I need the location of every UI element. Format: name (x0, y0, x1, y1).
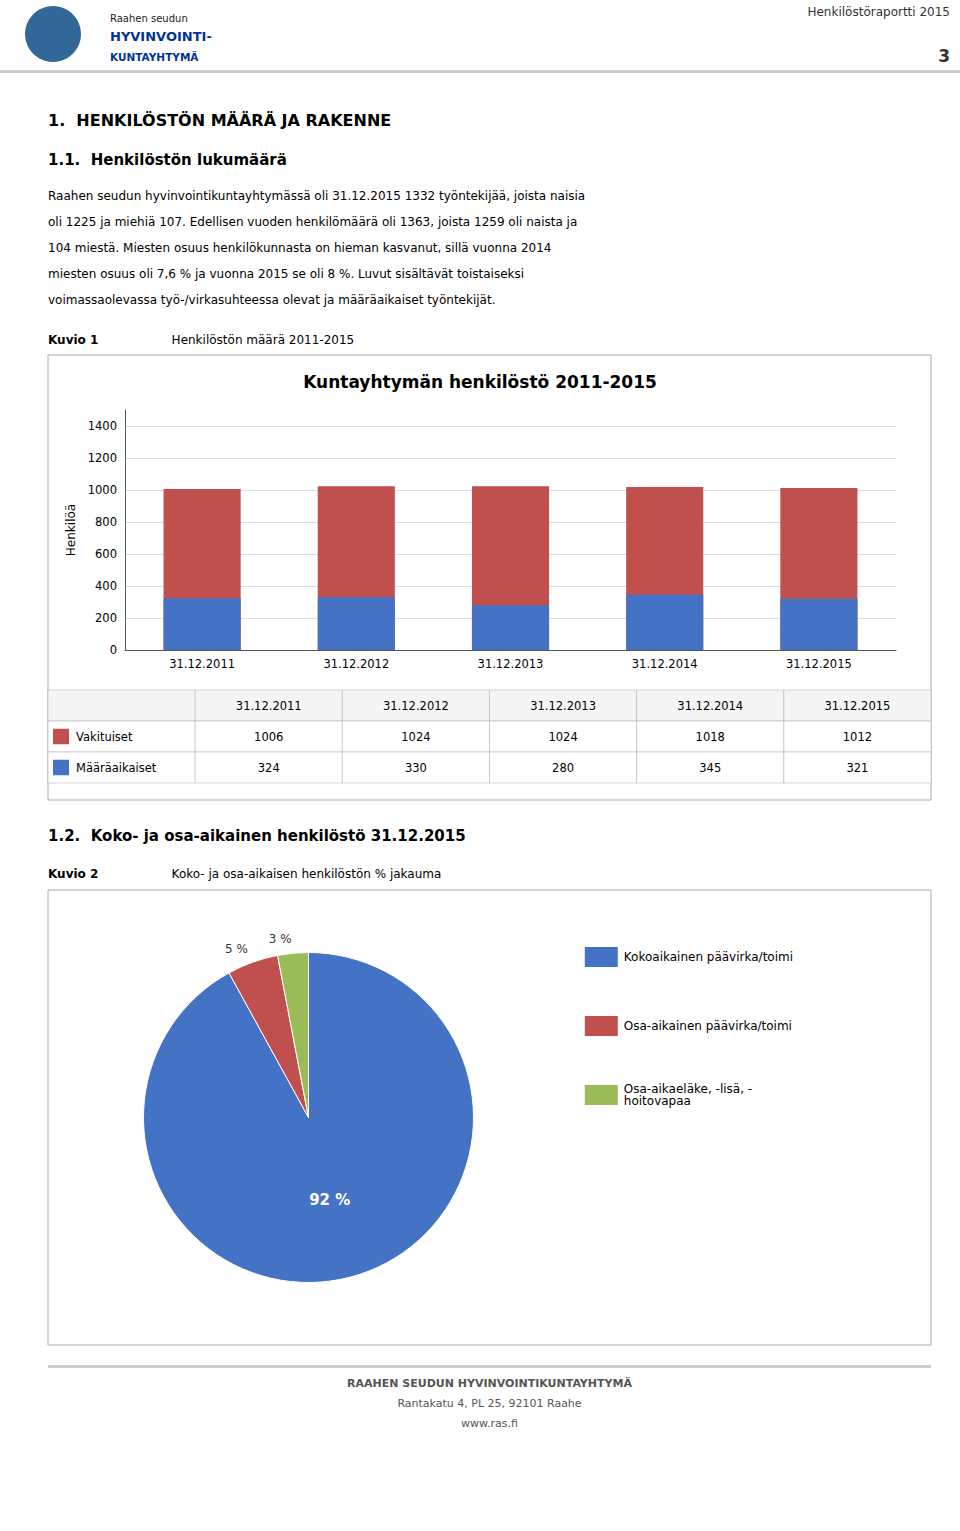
svg-text:HYVINVOINTI-: HYVINVOINTI- (110, 29, 212, 44)
svg-text:RAAHEN SEUDUN HYVINVOINTIKUNTA: RAAHEN SEUDUN HYVINVOINTIKUNTAYHTYMÄ (347, 1376, 632, 1390)
svg-text:31.12.2011: 31.12.2011 (236, 699, 302, 713)
svg-text:miesten osuus oli 7,6 % ja vuo: miesten osuus oli 7,6 % ja vuonna 2015 s… (48, 267, 524, 281)
svg-text:1024: 1024 (548, 730, 577, 744)
svg-text:200: 200 (95, 611, 117, 625)
svg-text:Henkilöstöraportti 2015: Henkilöstöraportti 2015 (807, 5, 950, 19)
svg-text:3 %: 3 % (269, 932, 292, 946)
svg-text:3: 3 (938, 46, 950, 66)
svg-text:1000: 1000 (88, 483, 117, 497)
svg-text:Rantakatu 4, PL 25, 92101 Raah: Rantakatu 4, PL 25, 92101 Raahe (397, 1397, 581, 1410)
svg-text:Osa-aikainen päävirka/toimi: Osa-aikainen päävirka/toimi (624, 1019, 792, 1033)
svg-text:voimassaolevassa työ-/virkasuh: voimassaolevassa työ-/virkasuhteessa ole… (48, 293, 496, 307)
svg-text:KUNTAYHTYMÄ: KUNTAYHTYMÄ (110, 50, 199, 63)
svg-text:280: 280 (552, 761, 574, 775)
svg-text:1006: 1006 (254, 730, 283, 744)
svg-text:345: 345 (699, 761, 721, 775)
svg-text:hoitovapaa: hoitovapaa (624, 1094, 691, 1108)
svg-text:1.1. Henkilöstön lukumäärä: 1.1. Henkilöstön lukumäärä (48, 151, 287, 169)
svg-text:400: 400 (95, 579, 117, 593)
svg-text:Vakituiset: Vakituiset (76, 730, 133, 744)
svg-text:31.12.2014: 31.12.2014 (632, 657, 698, 671)
svg-text:1400: 1400 (88, 419, 117, 433)
svg-text:0: 0 (110, 643, 117, 657)
svg-text:31.12.2015: 31.12.2015 (786, 657, 852, 671)
svg-text:5 %: 5 % (225, 942, 248, 956)
svg-text:324: 324 (258, 761, 280, 775)
svg-text:1200: 1200 (88, 451, 117, 465)
svg-text:92 %: 92 % (309, 1191, 350, 1209)
svg-text:1012: 1012 (843, 730, 872, 744)
svg-text:31.12.2015: 31.12.2015 (824, 699, 890, 713)
svg-text:321: 321 (846, 761, 868, 775)
svg-text:31.12.2013: 31.12.2013 (530, 699, 596, 713)
svg-text:31.12.2014: 31.12.2014 (677, 699, 743, 713)
svg-text:31.12.2013: 31.12.2013 (478, 657, 544, 671)
svg-text:1024: 1024 (401, 730, 430, 744)
svg-text:oli 1225 ja miehiä 107. Edelli: oli 1225 ja miehiä 107. Edellisen vuoden… (48, 215, 577, 229)
svg-text:1018: 1018 (696, 730, 725, 744)
svg-text:800: 800 (95, 515, 117, 529)
svg-text:Kuntayhtymän henkilöstö 2011-2: Kuntayhtymän henkilöstö 2011-2015 (303, 372, 657, 392)
svg-text:www.ras.fi: www.ras.fi (461, 1417, 518, 1430)
svg-text:104 miestä. Miesten osuus henk: 104 miestä. Miesten osuus henkilökunnast… (48, 241, 551, 255)
svg-text:1. HENKILÖSTÖN MÄÄRÄ JA RAKEN: 1. HENKILÖSTÖN MÄÄRÄ JA RAKENNE (48, 111, 391, 130)
svg-text:Osa-aikaeläke, -lisä, -: Osa-aikaeläke, -lisä, - (623, 1082, 753, 1096)
svg-text:Koko- ja osa-aikaisen henkilös: Koko- ja osa-aikaisen henkilöstön % jaka… (172, 867, 442, 881)
svg-text:Kokoaikainen päävirka/toimi: Kokoaikainen päävirka/toimi (624, 950, 793, 964)
svg-text:Henkilöstön määrä 2011-2015: Henkilöstön määrä 2011-2015 (172, 333, 355, 347)
svg-text:600: 600 (95, 547, 117, 561)
svg-text:Henkilöä: Henkilöä (64, 504, 78, 556)
svg-text:1.2. Koko- ja osa-aikainen he: 1.2. Koko- ja osa-aikainen henkilöstö 31… (48, 827, 466, 845)
svg-text:Kuvio 1: Kuvio 1 (48, 333, 98, 347)
svg-text:Kuvio 2: Kuvio 2 (48, 867, 98, 881)
svg-text:31.12.2011: 31.12.2011 (169, 657, 235, 671)
svg-text:31.12.2012: 31.12.2012 (323, 657, 389, 671)
svg-text:Raahen seudun: Raahen seudun (110, 13, 188, 24)
svg-text:330: 330 (405, 761, 427, 775)
svg-text:Määräaikaiset: Määräaikaiset (76, 761, 157, 775)
svg-text:31.12.2012: 31.12.2012 (383, 699, 449, 713)
svg-text:Raahen seudun hyvinvointikunta: Raahen seudun hyvinvointikuntayhtymässä … (48, 189, 585, 203)
